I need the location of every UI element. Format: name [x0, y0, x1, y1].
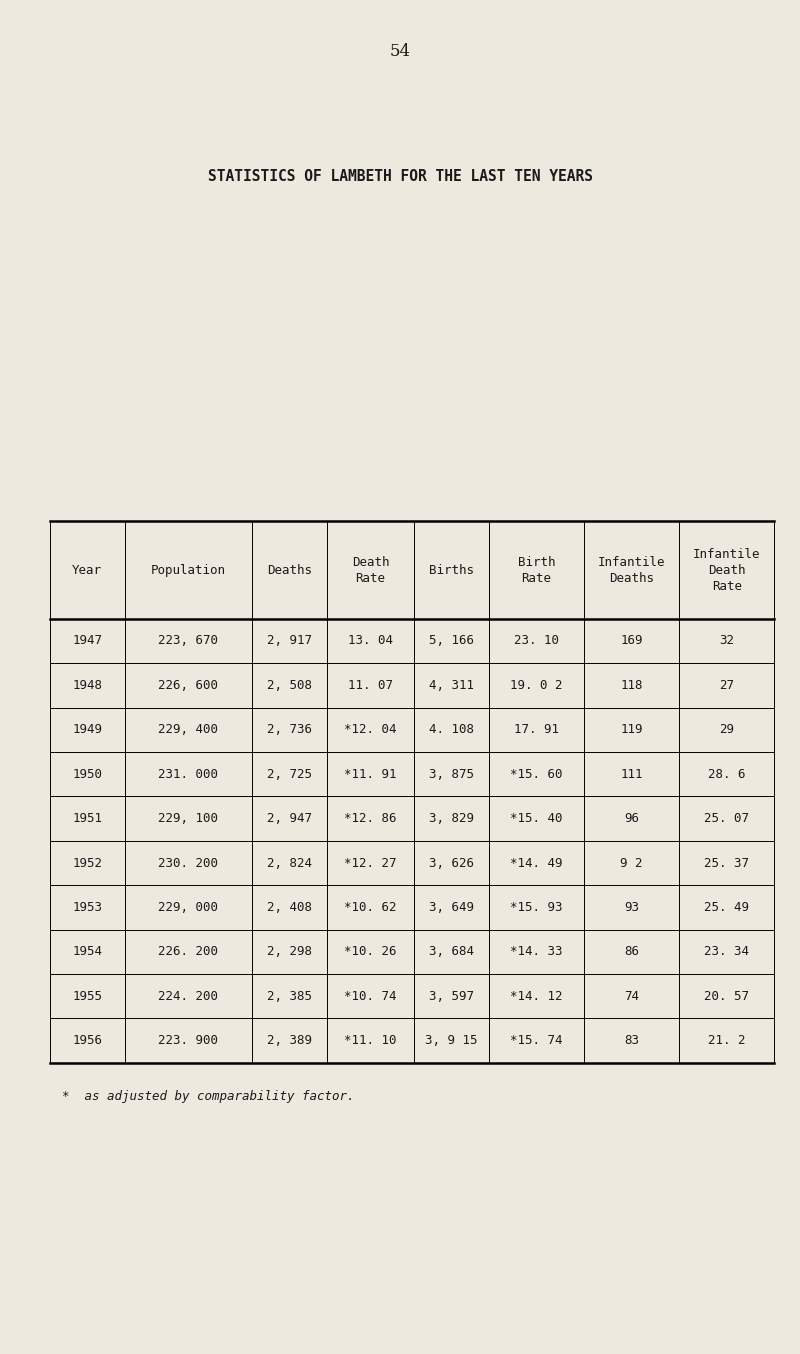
Text: 11. 07: 11. 07: [348, 678, 393, 692]
Text: 86: 86: [624, 945, 639, 959]
Text: 226, 600: 226, 600: [158, 678, 218, 692]
Text: 111: 111: [620, 768, 643, 781]
Text: 2, 725: 2, 725: [267, 768, 312, 781]
Text: 223, 670: 223, 670: [158, 635, 218, 647]
Text: Population: Population: [151, 563, 226, 577]
Text: *11. 10: *11. 10: [344, 1034, 397, 1047]
Text: *11. 91: *11. 91: [344, 768, 397, 781]
Text: 25. 49: 25. 49: [704, 900, 750, 914]
Text: 2, 385: 2, 385: [267, 990, 312, 1003]
Text: 229, 100: 229, 100: [158, 812, 218, 825]
Text: 1955: 1955: [72, 990, 102, 1003]
Text: *12. 86: *12. 86: [344, 812, 397, 825]
Text: 29: 29: [719, 723, 734, 737]
Text: 27: 27: [719, 678, 734, 692]
Text: 23. 10: 23. 10: [514, 635, 559, 647]
Text: 1949: 1949: [72, 723, 102, 737]
Text: 23. 34: 23. 34: [704, 945, 750, 959]
Text: 28. 6: 28. 6: [708, 768, 746, 781]
Text: Births: Births: [429, 563, 474, 577]
Text: 1951: 1951: [72, 812, 102, 825]
Text: 32: 32: [719, 635, 734, 647]
Text: 2, 298: 2, 298: [267, 945, 312, 959]
Text: *15. 74: *15. 74: [510, 1034, 562, 1047]
Text: 54: 54: [390, 43, 410, 60]
Text: 2, 917: 2, 917: [267, 635, 312, 647]
Text: *12. 04: *12. 04: [344, 723, 397, 737]
Text: *14. 33: *14. 33: [510, 945, 562, 959]
Text: 224. 200: 224. 200: [158, 990, 218, 1003]
Text: 119: 119: [620, 723, 643, 737]
Text: 229, 400: 229, 400: [158, 723, 218, 737]
Text: 3, 875: 3, 875: [429, 768, 474, 781]
Text: 25. 07: 25. 07: [704, 812, 750, 825]
Text: 2, 508: 2, 508: [267, 678, 312, 692]
Text: 1947: 1947: [72, 635, 102, 647]
Text: 2, 824: 2, 824: [267, 857, 312, 869]
Text: 2, 736: 2, 736: [267, 723, 312, 737]
Text: 118: 118: [620, 678, 643, 692]
Text: *15. 93: *15. 93: [510, 900, 562, 914]
Text: 169: 169: [620, 635, 643, 647]
Text: *14. 12: *14. 12: [510, 990, 562, 1003]
Text: 21. 2: 21. 2: [708, 1034, 746, 1047]
Text: 1952: 1952: [72, 857, 102, 869]
Text: STATISTICS OF LAMBETH FOR THE LAST TEN YEARS: STATISTICS OF LAMBETH FOR THE LAST TEN Y…: [207, 168, 593, 184]
Text: 2, 389: 2, 389: [267, 1034, 312, 1047]
Text: 226. 200: 226. 200: [158, 945, 218, 959]
Text: 93: 93: [624, 900, 639, 914]
Text: Birth
Rate: Birth Rate: [518, 555, 555, 585]
Text: 4, 311: 4, 311: [429, 678, 474, 692]
Text: 2, 408: 2, 408: [267, 900, 312, 914]
Text: 20. 57: 20. 57: [704, 990, 750, 1003]
Text: 230. 200: 230. 200: [158, 857, 218, 869]
Text: 1948: 1948: [72, 678, 102, 692]
Text: *15. 40: *15. 40: [510, 812, 562, 825]
Text: 1956: 1956: [72, 1034, 102, 1047]
Text: 9 2: 9 2: [620, 857, 643, 869]
Text: 3, 649: 3, 649: [429, 900, 474, 914]
Text: 13. 04: 13. 04: [348, 635, 393, 647]
Text: 1954: 1954: [72, 945, 102, 959]
Text: 1953: 1953: [72, 900, 102, 914]
Text: *12. 27: *12. 27: [344, 857, 397, 869]
Text: 3, 626: 3, 626: [429, 857, 474, 869]
Text: 229, 000: 229, 000: [158, 900, 218, 914]
Text: 17. 91: 17. 91: [514, 723, 559, 737]
Text: *10. 62: *10. 62: [344, 900, 397, 914]
Text: 231. 000: 231. 000: [158, 768, 218, 781]
Text: Infantile
Death
Rate: Infantile Death Rate: [693, 547, 761, 593]
Text: 5, 166: 5, 166: [429, 635, 474, 647]
Text: 96: 96: [624, 812, 639, 825]
Text: *  as adjusted by comparability factor.: * as adjusted by comparability factor.: [62, 1090, 354, 1104]
Text: 223. 900: 223. 900: [158, 1034, 218, 1047]
Text: 3, 684: 3, 684: [429, 945, 474, 959]
Text: Deaths: Deaths: [267, 563, 312, 577]
Text: *14. 49: *14. 49: [510, 857, 562, 869]
Text: 19. 0 2: 19. 0 2: [510, 678, 562, 692]
Text: 1950: 1950: [72, 768, 102, 781]
Text: Death
Rate: Death Rate: [352, 555, 390, 585]
Text: 3, 597: 3, 597: [429, 990, 474, 1003]
Text: 3, 9 15: 3, 9 15: [425, 1034, 478, 1047]
Text: Infantile
Deaths: Infantile Deaths: [598, 555, 666, 585]
Text: 3, 829: 3, 829: [429, 812, 474, 825]
Text: *10. 26: *10. 26: [344, 945, 397, 959]
Text: *15. 60: *15. 60: [510, 768, 562, 781]
Text: 83: 83: [624, 1034, 639, 1047]
Text: 2, 947: 2, 947: [267, 812, 312, 825]
Text: 74: 74: [624, 990, 639, 1003]
Text: Year: Year: [72, 563, 102, 577]
Text: 4. 108: 4. 108: [429, 723, 474, 737]
Text: 25. 37: 25. 37: [704, 857, 750, 869]
Text: *10. 74: *10. 74: [344, 990, 397, 1003]
